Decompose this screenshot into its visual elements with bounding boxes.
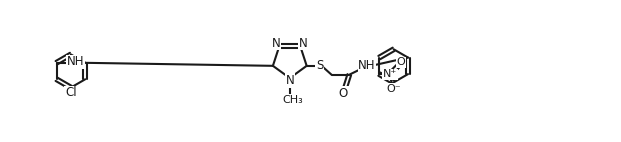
Text: O: O [396, 57, 405, 67]
Text: N⁺: N⁺ [383, 69, 397, 79]
Text: N: N [299, 36, 307, 50]
Text: O⁻: O⁻ [387, 84, 401, 94]
Text: O: O [338, 87, 348, 100]
Text: NH: NH [358, 59, 376, 72]
Text: NH: NH [66, 55, 84, 68]
Text: N: N [272, 36, 281, 50]
Text: CH₃: CH₃ [283, 95, 303, 105]
Text: S: S [316, 59, 324, 72]
Text: N: N [286, 74, 294, 87]
Text: Cl: Cl [65, 86, 76, 99]
